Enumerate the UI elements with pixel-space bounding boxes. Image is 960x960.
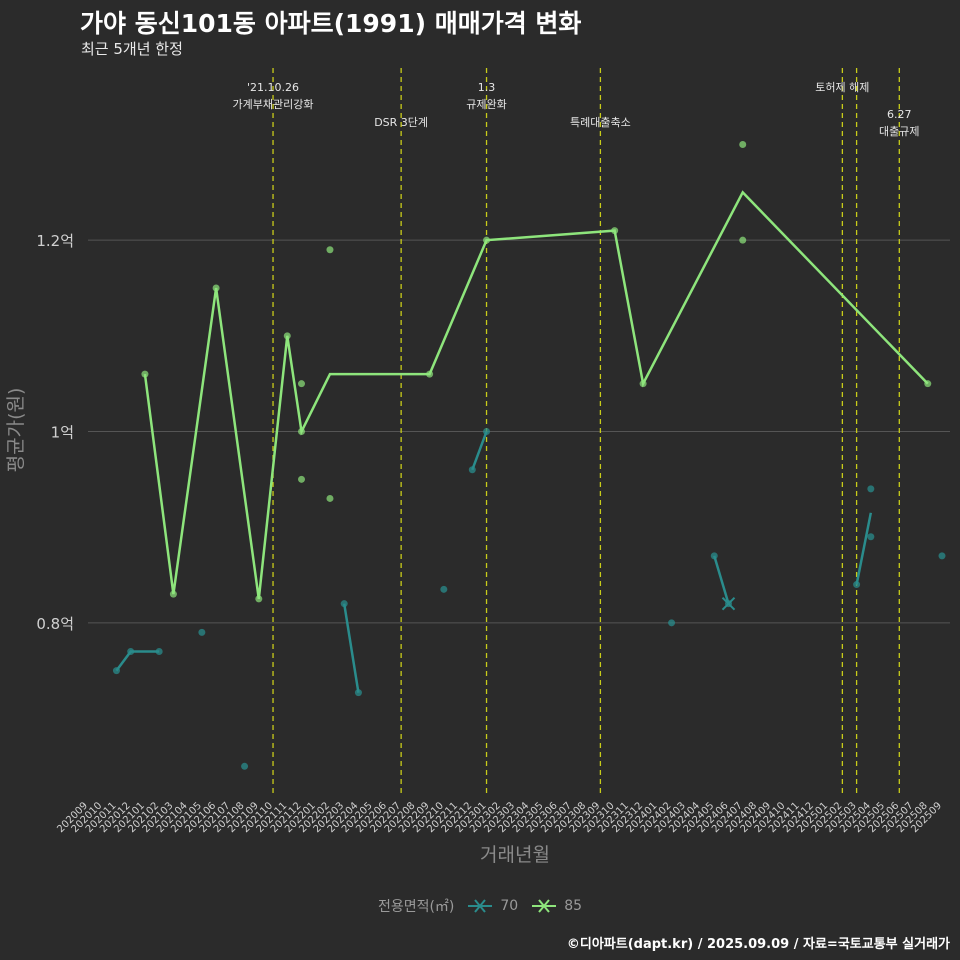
series-85-point — [639, 380, 647, 388]
series-70-point — [468, 466, 476, 474]
series-70-point — [867, 533, 875, 541]
line-cross-icon — [532, 899, 557, 913]
chart-title: 가야 동신101동 아파트(1991) 매매가격 변화 — [80, 9, 582, 38]
series-70-point — [241, 762, 249, 770]
legend-label-85: 85 — [564, 898, 583, 914]
series-70-line — [713, 555, 730, 605]
series-70-point — [867, 485, 875, 493]
series-70-line — [471, 431, 488, 471]
series-85-point — [283, 332, 291, 340]
series-70-point — [155, 648, 163, 656]
event-label: 토허제 해제 — [815, 80, 869, 94]
event-label: 규제완화 — [466, 98, 506, 111]
series-70-point — [112, 667, 120, 675]
series-85-point — [255, 595, 263, 603]
series-85-point — [141, 370, 149, 378]
legend-label-70: 70 — [500, 898, 519, 914]
series-70-point — [668, 619, 676, 627]
event-label: 가계부채관리강화 — [233, 98, 314, 111]
series-70-cross-marker — [721, 596, 736, 611]
series-85-point — [298, 475, 305, 483]
series-70-point — [198, 628, 206, 636]
y-tick-label: 0.8억 — [36, 615, 74, 633]
series-70-point — [354, 689, 362, 697]
line-cross-icon — [468, 899, 493, 913]
legend: 전용면적(㎡) 70 85 — [0, 896, 960, 916]
legend-item-85[interactable]: 85 — [530, 898, 582, 914]
event-label: DSR 3단계 — [374, 116, 428, 129]
series-85-point — [298, 428, 305, 435]
series-85-point — [611, 227, 619, 235]
event-label: 특례대출축소 — [570, 116, 631, 129]
y-axis-title: 평균가(원) — [5, 388, 27, 473]
event-label: 대출규제 — [879, 125, 919, 138]
series-85-point — [169, 590, 177, 598]
series-85-point — [298, 380, 305, 388]
series-70-point — [853, 581, 861, 589]
series-85-point — [326, 494, 334, 502]
series-70-line — [855, 512, 873, 585]
x-axis-title: 거래년월 — [480, 844, 550, 866]
series-70-point — [710, 552, 718, 560]
series-85-line — [143, 190, 929, 600]
event-label: 1.3 — [478, 81, 496, 94]
y-tick-label: 1억 — [51, 424, 74, 442]
event-label: '21.10.26 — [247, 81, 299, 94]
series-85-point — [426, 370, 434, 378]
series-70-point — [440, 585, 448, 593]
series-85-point — [326, 246, 334, 254]
series-85-point — [739, 141, 747, 149]
event-label: 6.27 — [887, 108, 912, 121]
series-70-point — [127, 648, 135, 656]
y-tick-label: 1.2억 — [36, 232, 74, 250]
series-85-point — [924, 380, 932, 388]
series-85-point — [483, 236, 491, 244]
series-85-point — [739, 236, 747, 244]
chart-subtitle: 최근 5개년 한정 — [81, 40, 183, 58]
series-70-line — [115, 650, 160, 672]
legend-item-70[interactable]: 70 — [466, 898, 518, 914]
series-70-point — [340, 600, 348, 608]
legend-title: 전용면적(㎡) — [377, 899, 455, 915]
source-caption: ©디아파트(dapt.kr) / 2025.09.09 / 자료=국토교통부 실… — [566, 937, 950, 952]
series-70-line — [342, 603, 360, 693]
series-85-point — [212, 284, 220, 292]
series-70-point — [938, 552, 946, 560]
series-70-point — [483, 428, 491, 435]
